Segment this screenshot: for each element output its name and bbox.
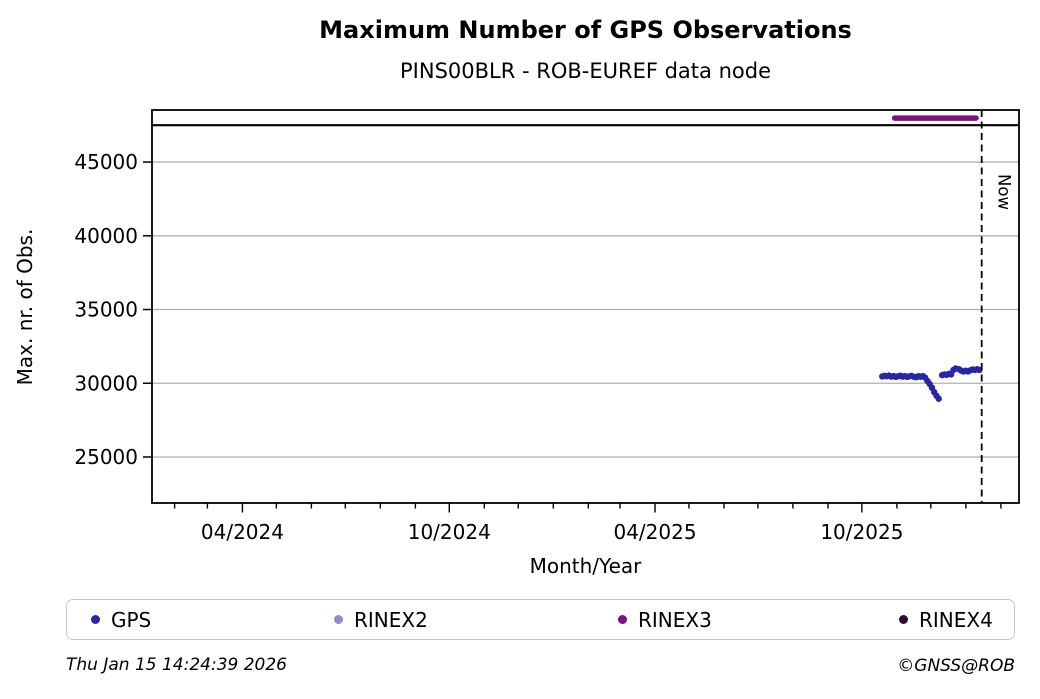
legend: GPS RINEX2 RINEX3 RINEX4	[66, 599, 1015, 640]
x-tick-label: 10/2025	[820, 520, 903, 544]
legend-item-rinex3: RINEX3	[618, 600, 712, 639]
legend-item-gps: GPS	[91, 600, 151, 639]
rinex2-marker-icon	[334, 615, 343, 624]
legend-item-rinex4: RINEX4	[899, 600, 993, 639]
x-axis-label: Month/Year	[529, 554, 642, 578]
legend-label: GPS	[111, 607, 152, 632]
legend-label: RINEX2	[354, 607, 428, 632]
chart-title: Maximum Number of GPS Observations	[319, 16, 852, 44]
timestamp: Thu Jan 15 14:24:39 2026	[66, 655, 287, 675]
now-label: Now	[995, 174, 1014, 210]
legend-item-rinex2: RINEX2	[334, 600, 428, 639]
gps-marker-icon	[91, 615, 100, 624]
plot-border	[151, 109, 1020, 504]
y-tick-label: 40000	[74, 224, 138, 248]
y-axis-label: Max. nr. of Obs.	[13, 228, 37, 386]
gps-point	[935, 395, 942, 402]
rinex4-marker-icon	[899, 615, 908, 624]
rinex3-marker-icon	[618, 615, 627, 624]
y-tick-label: 30000	[74, 371, 138, 395]
chart-subtitle: PINS00BLR - ROB-EUREF data node	[400, 59, 771, 83]
y-tick-label: 35000	[74, 298, 138, 322]
x-tick-label: 10/2024	[408, 520, 491, 544]
y-tick-label: 45000	[74, 150, 138, 174]
legend-label: RINEX3	[638, 607, 712, 632]
x-tick-label: 04/2024	[201, 520, 284, 544]
x-tick-label: 04/2025	[613, 520, 696, 544]
copyright: ©GNSS@ROB	[897, 656, 1015, 676]
y-tick-label: 25000	[74, 445, 138, 469]
legend-label: RINEX4	[919, 607, 993, 632]
